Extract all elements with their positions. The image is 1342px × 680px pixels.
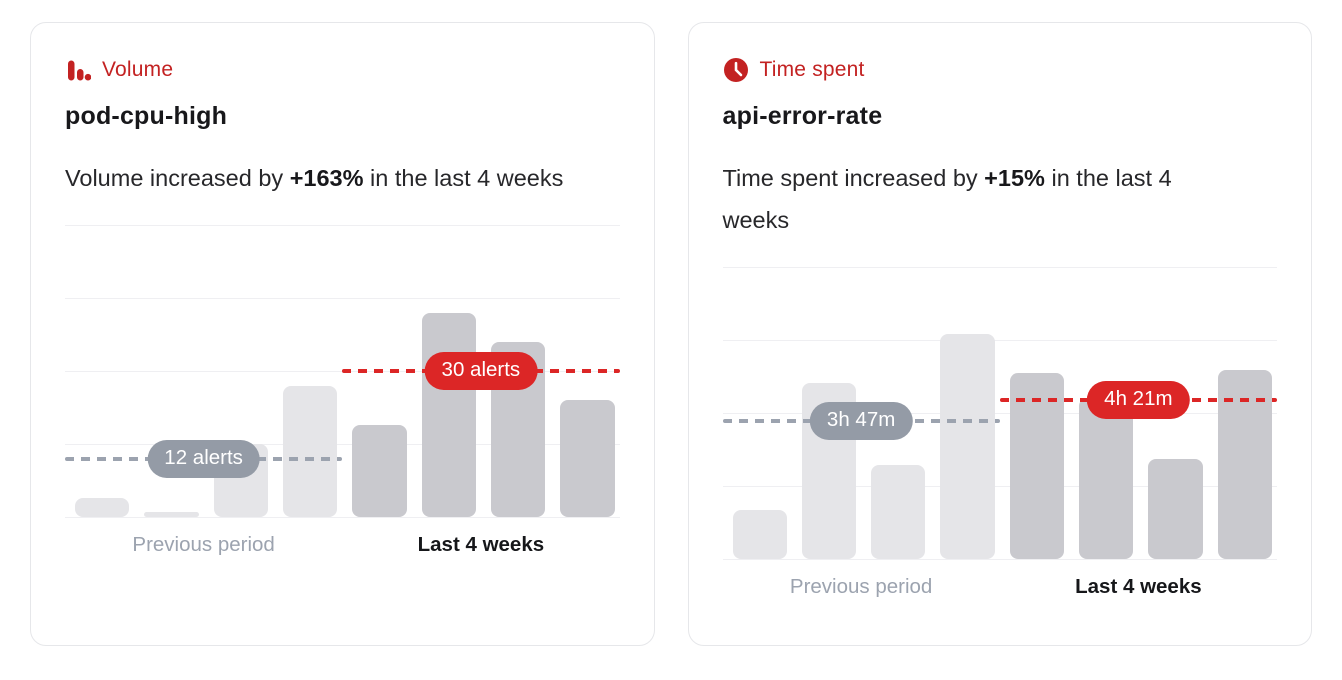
volume-bar-chart: 12 alerts 30 alerts [65,225,620,518]
description-suffix: in the last 4 weeks [722,165,1172,233]
average-value-pill: 12 alerts [147,439,260,478]
gridline [65,444,620,445]
bar-previous-period [144,512,199,517]
bar-last-4-weeks [560,400,615,517]
reference-line-prev: 12 alerts [65,439,343,478]
description-highlight: +15% [984,165,1045,191]
axis-label-previous-period: Previous period [132,533,275,556]
axis-label-last-4-weeks: Last 4 weeks [1075,575,1202,598]
description-suffix: in the last 4 weeks [363,165,564,191]
bars-row [732,267,1272,559]
bar-last-4-weeks [1148,458,1203,559]
gridline [722,559,1277,560]
gridline [722,486,1277,487]
gridline [65,225,620,226]
alert-title: pod-cpu-high [65,102,228,130]
bar-previous-period [871,464,926,559]
average-value-pill: 30 alerts [424,352,538,390]
description-prefix: Time spent increased by [722,165,985,191]
bar-last-4-weeks [1009,373,1065,559]
metric-label: Volume [102,58,174,81]
gridline [722,340,1277,341]
alert-title: api-error-rate [722,102,883,130]
metric-header: Time spent [723,57,1278,83]
bar-previous-period [75,497,130,517]
gridline [722,267,1277,268]
bar-last-4-weeks [1079,397,1134,559]
alert-card-volume[interactable]: Volume pod-cpu-high Volume increased by … [30,22,655,646]
gridline [65,517,620,518]
volume-bars-icon [68,60,91,81]
average-value-pill: 3h 47m [809,401,913,440]
bar-last-4-weeks [421,312,476,517]
bar-last-4-weeks [352,424,407,517]
average-value-pill: 4h 21m [1087,381,1190,420]
x-axis-labels: Previous period Last 4 weeks [65,531,620,559]
gridline [722,413,1277,414]
axis-label-last-4-weeks: Last 4 weeks [417,533,545,556]
bar-previous-period [732,510,787,559]
metric-header: Volume [65,57,620,83]
x-axis-labels: Previous period Last 4 weeks [723,573,1278,601]
gridline [65,298,620,299]
time-spent-bar-chart: 3h 47m 4h 21m [722,267,1277,560]
alert-description: Volume increased by +163% in the last 4 … [65,157,570,199]
clock-icon [723,58,748,82]
reference-line-current: 30 alerts [342,352,620,390]
metric-label: Time spent [759,58,865,81]
alert-card-time-spent[interactable]: Time spent api-error-rate Time spent inc… [687,22,1312,646]
reference-line-current: 4h 21m [999,381,1277,420]
description-highlight: +163% [289,165,364,191]
reference-line-prev: 3h 47m [722,401,1000,440]
axis-label-previous-period: Previous period [789,575,933,598]
bar-previous-period [940,333,995,559]
description-prefix: Volume increased by [65,165,290,191]
alert-description: Time spent increased by +15% in the last… [723,157,1228,241]
bar-previous-period [282,385,338,517]
